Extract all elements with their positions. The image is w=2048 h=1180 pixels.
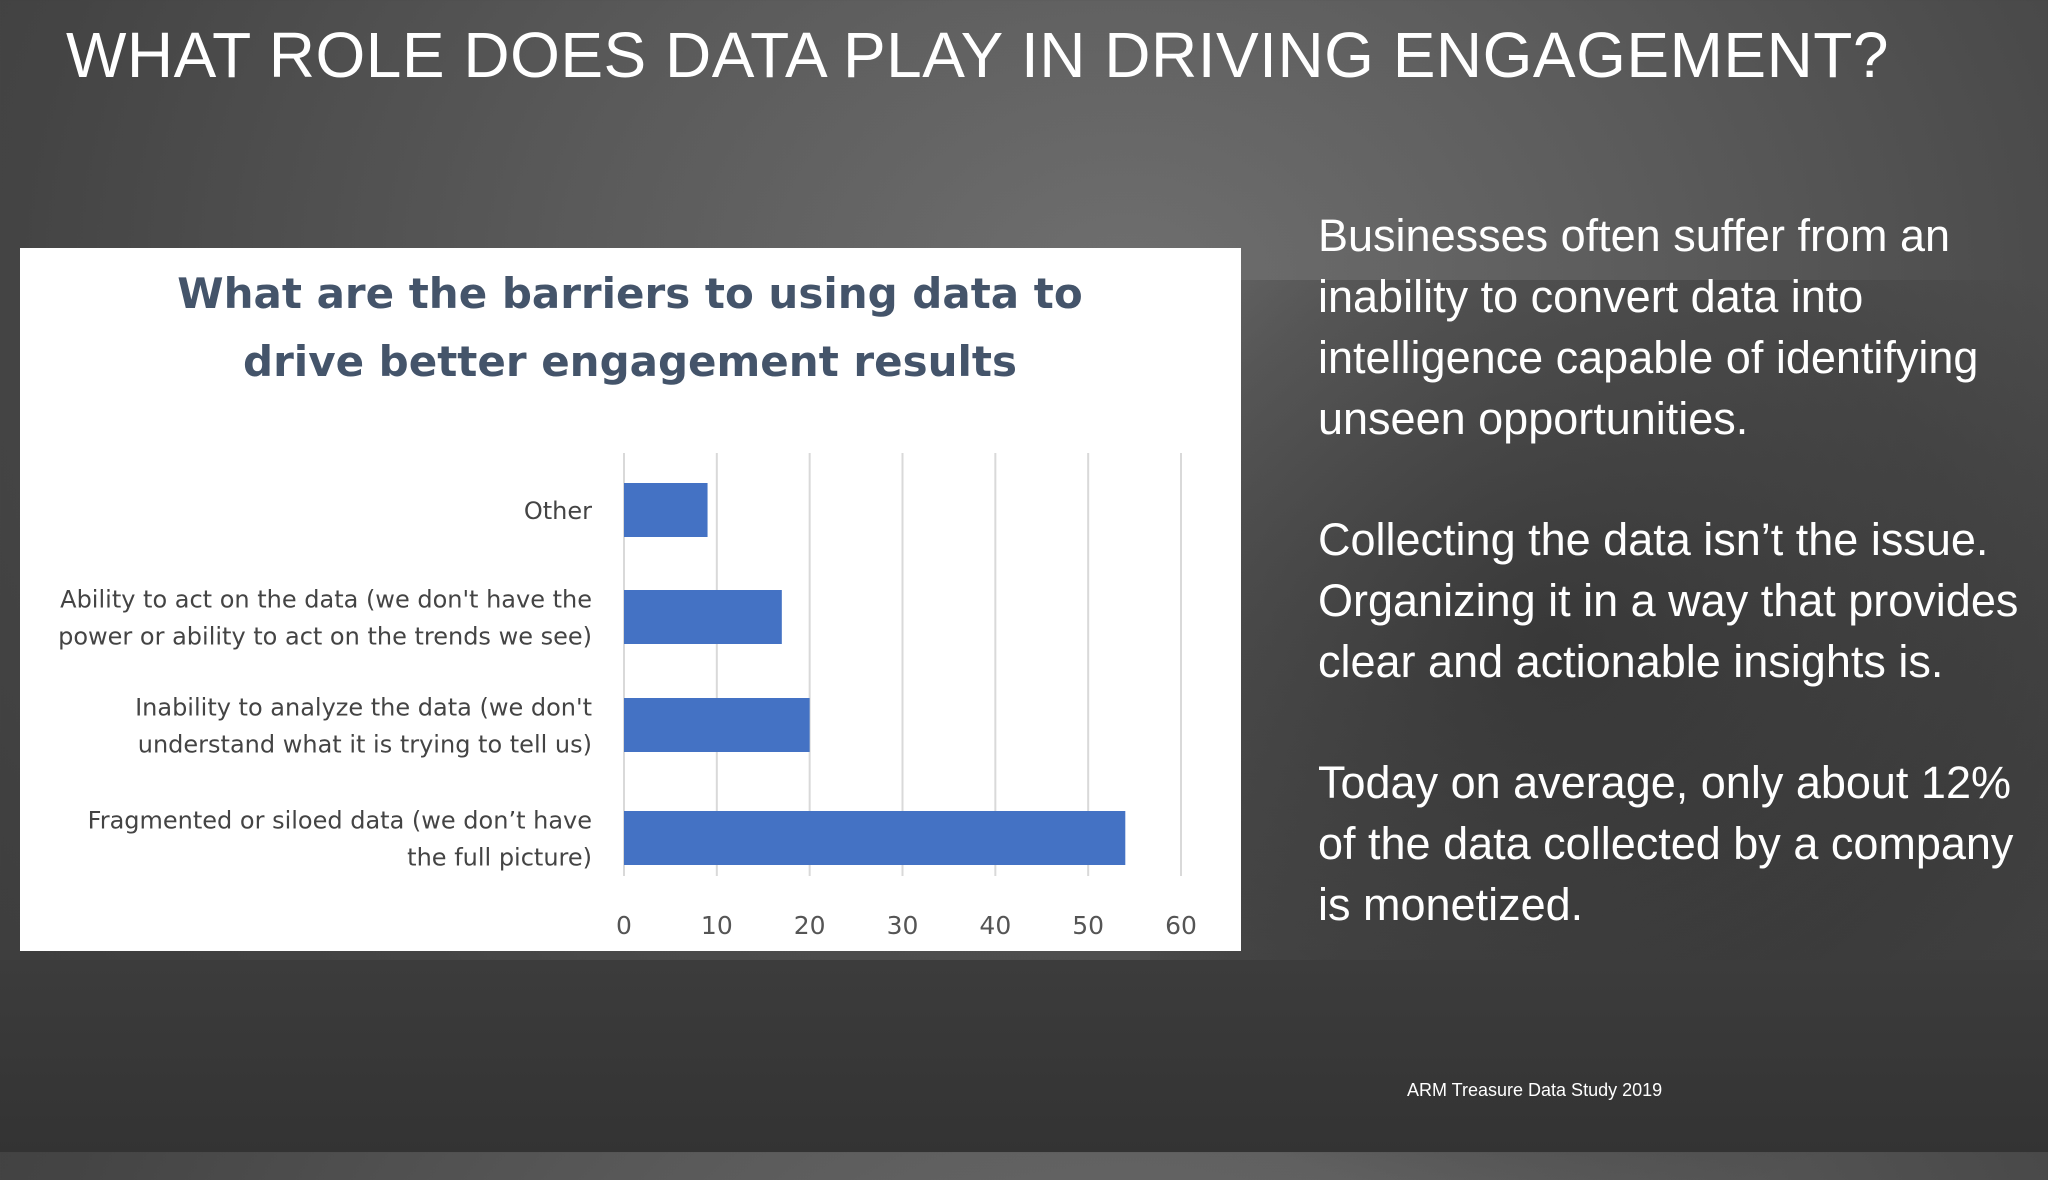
- chart-panel: What are the barriers to using data to dr…: [20, 248, 1241, 951]
- bar-2: [624, 590, 782, 644]
- paragraph-3: Today on average, only about 12% of the …: [1318, 757, 2014, 930]
- x-tick-label-50: 50: [1072, 911, 1104, 940]
- background-ground: [0, 960, 2048, 1152]
- x-tick-label-60: 60: [1165, 911, 1197, 940]
- x-tick-label-40: 40: [979, 911, 1011, 940]
- chart-title-line-1: What are the barriers to using data to: [177, 269, 1082, 318]
- x-tick-label-10: 10: [701, 911, 733, 940]
- category-label-2-line-1: Ability to act on the data (we don't hav…: [60, 586, 592, 614]
- category-label-4-line-1: Fragmented or siloed data (we don’t have: [88, 807, 592, 835]
- bar-1: [624, 483, 708, 537]
- paragraph-1: Businesses often suffer from an inabilit…: [1318, 210, 1979, 444]
- x-tick-label-30: 30: [887, 911, 919, 940]
- category-label-1-line-1: Other: [524, 497, 592, 525]
- slide-title: WHAT ROLE DOES DATA PLAY IN DRIVING ENGA…: [66, 19, 1889, 91]
- x-tick-label-20: 20: [794, 911, 826, 940]
- chart-title-line-2: drive better engagement results: [243, 337, 1017, 386]
- source-note: ARM Treasure Data Study 2019: [1407, 1080, 1663, 1100]
- category-label-4-line-2: the full picture): [407, 844, 592, 872]
- bar-3: [624, 698, 810, 752]
- bar-chart: What are the barriers to using data to dr…: [58, 269, 1197, 940]
- category-label-3-line-2: understand what it is trying to tell us): [138, 731, 592, 759]
- bar-4: [624, 811, 1126, 865]
- body-text: Businesses often suffer from an inabilit…: [1318, 205, 2038, 995]
- category-label-2-line-2: power or ability to act on the trends we…: [58, 623, 592, 651]
- paragraph-2: Collecting the data isn’t the issue. Org…: [1318, 514, 2019, 687]
- x-tick-label-0: 0: [616, 911, 632, 940]
- category-label-3-line-1: Inability to analyze the data (we don't: [135, 694, 592, 722]
